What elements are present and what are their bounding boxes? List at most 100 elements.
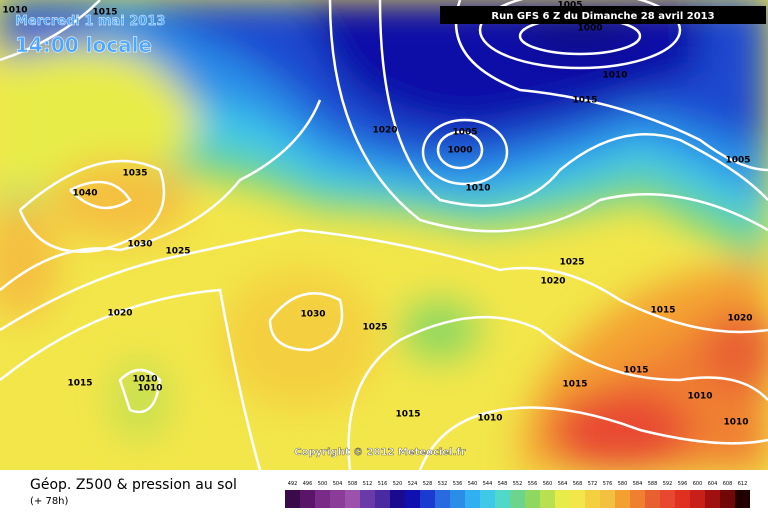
isobar-label: 1030: [300, 310, 325, 320]
scale-swatch: [315, 490, 330, 508]
scale-label: 504: [333, 481, 343, 487]
scale-label: 560: [543, 481, 553, 487]
scale-swatch: [645, 490, 660, 508]
isobar-label: 1015: [395, 410, 420, 420]
isobar-label: 1010: [132, 375, 157, 385]
isobar-label: 1010: [477, 414, 502, 424]
scale-swatch: [585, 490, 600, 508]
isobar-label: 1010: [687, 392, 712, 402]
scale-label: 552: [513, 481, 523, 487]
isobar-label: 1020: [727, 314, 752, 324]
scale-swatch: [300, 490, 315, 508]
scale-label: 536: [453, 481, 463, 487]
forecast-time: 14:00 locale: [15, 33, 152, 57]
isobar-label: 1010: [602, 71, 627, 81]
scale-swatch: [735, 490, 750, 508]
scale-swatch: [405, 490, 420, 508]
scale-swatch: [600, 490, 615, 508]
isobar-label: 1010: [465, 184, 490, 194]
scale-swatch: [435, 490, 450, 508]
scale-label: 524: [408, 481, 418, 487]
scale-label: 544: [483, 481, 493, 487]
isobar-label: 1015: [572, 96, 597, 106]
isobar-label: 1005: [557, 1, 582, 11]
isobar-label: 1020: [372, 126, 397, 136]
isobar-label: 1010: [723, 418, 748, 428]
scale-swatch: [375, 490, 390, 508]
scale-swatch: [690, 490, 705, 508]
scale-label: 500: [318, 481, 328, 487]
isobar-label: 1005: [452, 128, 477, 138]
scale-label: 548: [498, 481, 508, 487]
scale-label: 600: [693, 481, 703, 487]
isobar-label: 1015: [623, 366, 648, 376]
scale-label: 576: [603, 481, 613, 487]
scale-swatch: [285, 490, 300, 508]
run-info: Run GFS 6 Z du Dimanche 28 avril 2013: [491, 11, 714, 22]
scale-swatch: [705, 490, 720, 508]
scale-label: 540: [468, 481, 478, 487]
scale-swatch: [495, 490, 510, 508]
scale-label: 520: [393, 481, 403, 487]
geopotential-field: [0, 0, 768, 470]
scale-swatch: [555, 490, 570, 508]
scale-label: 572: [588, 481, 598, 487]
isobar-label: 1015: [562, 380, 587, 390]
scale-swatch: [630, 490, 645, 508]
isobar-label: 1010: [2, 6, 27, 16]
scale-label: 516: [378, 481, 388, 487]
scale-label: 496: [303, 481, 313, 487]
scale-swatch: [465, 490, 480, 508]
run-banner: [440, 6, 766, 24]
isobar-label: 1035: [122, 169, 147, 179]
scale-label: 512: [363, 481, 373, 487]
scale-swatch: [570, 490, 585, 508]
scale-label: 528: [423, 481, 433, 487]
isobar-label: 1025: [362, 323, 387, 333]
product-title: Géop. Z500 & pression au sol: [30, 477, 237, 493]
isobar-label: 1025: [559, 258, 584, 268]
scale-label: 592: [663, 481, 673, 487]
isobar-label: 1040: [72, 189, 97, 199]
scale-swatch: [525, 490, 540, 508]
isobar-labels: 1010 1015 1005 1000 1010 1015 1005 1020 1005 1000…: [2, 1, 752, 428]
scale-swatch: [540, 490, 555, 508]
scale-swatch: [615, 490, 630, 508]
scale-label: 568: [573, 481, 583, 487]
scale-swatch: [420, 490, 435, 508]
scale-label: 532: [438, 481, 448, 487]
isobar-label: 1010: [137, 384, 162, 394]
isobar-label: 1025: [165, 247, 190, 257]
scale-swatch: [510, 490, 525, 508]
scale-swatch: [675, 490, 690, 508]
scale-swatch: [720, 490, 735, 508]
scale-swatch: [345, 490, 360, 508]
isobar-label: 1015: [650, 306, 675, 316]
isobar-label: 1015: [92, 8, 117, 18]
scale-swatch: [330, 490, 345, 508]
isobar-label: 1015: [67, 379, 92, 389]
scale-label: 588: [648, 481, 658, 487]
scale-swatch: [450, 490, 465, 508]
scale-label: 604: [708, 481, 718, 487]
isobar-label: 1030: [127, 240, 152, 250]
scale-swatch: [660, 490, 675, 508]
color-scale: 492 496 500 504 508 512 516 520 524 528 532 536 540 5…: [285, 481, 750, 508]
scale-label: 596: [678, 481, 688, 487]
isobar-label: 1020: [107, 309, 132, 319]
forecast-date: Mercredi 1 mai 2013: [15, 14, 165, 29]
scale-label: 580: [618, 481, 628, 487]
scale-label: 612: [738, 481, 748, 487]
scale-swatch: [480, 490, 495, 508]
scale-label: 608: [723, 481, 733, 487]
scale-label: 564: [558, 481, 568, 487]
copyright: Copyright © 2012 Meteociel.fr: [294, 447, 465, 458]
isobar-label: 1000: [447, 146, 472, 156]
scale-label: 508: [348, 481, 358, 487]
scale-swatch: [390, 490, 405, 508]
lead-time: (+ 78h): [30, 496, 69, 507]
scale-label: 584: [633, 481, 643, 487]
isobar-label: 1000: [577, 24, 602, 34]
isobars: [0, 0, 768, 470]
